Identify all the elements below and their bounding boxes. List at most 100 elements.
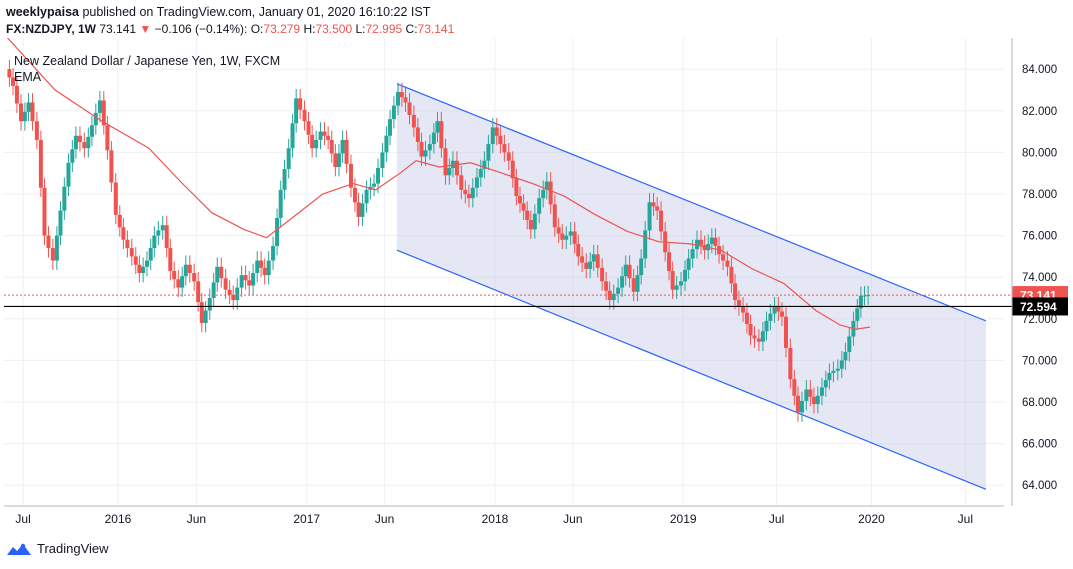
y-tick-label: 72.000 bbox=[1022, 314, 1057, 326]
candle-body bbox=[768, 313, 773, 321]
candle-body bbox=[568, 231, 573, 236]
candle-body bbox=[247, 280, 252, 286]
candle-body bbox=[439, 121, 444, 149]
candle-body bbox=[537, 198, 542, 214]
candle-body bbox=[564, 235, 569, 240]
y-tick-label: 80.000 bbox=[1022, 147, 1057, 159]
candle-body bbox=[591, 254, 596, 262]
candle-body bbox=[329, 139, 334, 154]
footer-brand[interactable]: TradingView bbox=[6, 541, 109, 556]
candle-body bbox=[19, 103, 24, 122]
candle-body bbox=[651, 202, 656, 207]
candle-body bbox=[348, 163, 353, 188]
candle-body bbox=[298, 98, 303, 110]
candle-body bbox=[7, 69, 12, 78]
y-tick-label: 64.000 bbox=[1022, 480, 1057, 492]
candle-body bbox=[176, 279, 181, 288]
candle-body bbox=[733, 283, 738, 301]
candle-body bbox=[764, 320, 769, 332]
candle-body bbox=[275, 217, 280, 246]
axes: 64.000 66.000 68.000 70.000 72.000 74.000 76.0… bbox=[4, 38, 1057, 526]
x-tick-label: 2017 bbox=[293, 512, 320, 526]
published-text: published on TradingView.com, January 01… bbox=[82, 5, 431, 19]
candle-body bbox=[294, 98, 299, 124]
x-tick-label: Jul bbox=[958, 512, 973, 526]
candle-body bbox=[760, 331, 765, 342]
candle-body bbox=[180, 276, 185, 288]
candle-body bbox=[344, 139, 349, 164]
open-value: 73.279 bbox=[263, 22, 301, 36]
candle-body bbox=[729, 266, 734, 284]
candle-body bbox=[799, 400, 804, 413]
candle-body bbox=[655, 206, 660, 211]
candle-body bbox=[314, 139, 319, 149]
candle-body bbox=[340, 139, 345, 154]
candle-body bbox=[239, 275, 244, 288]
candle-body bbox=[490, 127, 495, 145]
level-tag-label: 72.594 bbox=[1020, 300, 1057, 314]
x-tick-label: Jul bbox=[15, 512, 30, 526]
candles bbox=[7, 59, 871, 422]
x-tick-label: 2016 bbox=[105, 512, 132, 526]
publish-header: weeklypaisa published on TradingView.com… bbox=[6, 5, 430, 19]
candle-body bbox=[643, 230, 648, 259]
change-arrow-icon: ▼ bbox=[139, 22, 152, 36]
candle-body bbox=[183, 264, 188, 277]
symbol-label: FX:NZDJPY, 1W bbox=[6, 22, 97, 36]
x-tick-label: 2018 bbox=[482, 512, 509, 526]
x-tick-label: Jun bbox=[187, 512, 206, 526]
candle-body bbox=[333, 153, 338, 167]
candle-body bbox=[616, 287, 621, 294]
candle-body bbox=[525, 210, 530, 220]
candle-body bbox=[514, 178, 519, 197]
candle-body bbox=[443, 148, 448, 176]
candle-body bbox=[679, 281, 684, 286]
x-tick-label: 2020 bbox=[858, 512, 885, 526]
candle-body bbox=[611, 293, 616, 301]
candle-body bbox=[286, 148, 291, 170]
tradingview-logo-icon bbox=[7, 543, 31, 555]
channel-fill bbox=[396, 83, 986, 490]
x-tick-label: Jun bbox=[375, 512, 394, 526]
candle-body bbox=[207, 298, 212, 311]
candle-body bbox=[318, 131, 323, 140]
candle-body bbox=[105, 125, 110, 151]
author-name[interactable]: weeklypaisa bbox=[6, 5, 79, 19]
candle-body bbox=[199, 302, 204, 323]
candle-body bbox=[407, 102, 412, 115]
candle-body bbox=[223, 278, 228, 290]
candle-body bbox=[827, 372, 832, 381]
high-value: 73.500 bbox=[315, 22, 353, 36]
close-value: 73.141 bbox=[417, 22, 455, 36]
candle-body bbox=[620, 276, 625, 288]
candle-body bbox=[259, 260, 264, 268]
candle-body bbox=[411, 114, 416, 128]
candle-body bbox=[466, 194, 471, 199]
candle-body bbox=[144, 260, 149, 267]
candle-body bbox=[702, 244, 707, 251]
candle-body bbox=[588, 261, 593, 269]
candle-body bbox=[187, 264, 192, 274]
candle-body bbox=[521, 203, 526, 211]
candle-body bbox=[54, 235, 59, 261]
candle-body bbox=[137, 264, 142, 274]
candle-body bbox=[823, 380, 828, 388]
candle-body bbox=[231, 294, 236, 301]
candle-body bbox=[639, 258, 644, 276]
candle-body bbox=[843, 352, 848, 361]
candle-body bbox=[647, 202, 652, 231]
candle-body bbox=[50, 248, 55, 261]
candle-body bbox=[517, 196, 522, 204]
candle-body bbox=[695, 239, 700, 250]
candle-body bbox=[271, 246, 276, 261]
candle-body bbox=[699, 239, 704, 245]
legend-indicator: EMA bbox=[14, 70, 42, 84]
candle-body bbox=[659, 210, 664, 232]
candle-body bbox=[811, 396, 816, 405]
candle-body bbox=[388, 119, 393, 136]
candle-body bbox=[627, 264, 632, 279]
candle-body bbox=[133, 256, 138, 265]
candle-body bbox=[70, 149, 75, 163]
